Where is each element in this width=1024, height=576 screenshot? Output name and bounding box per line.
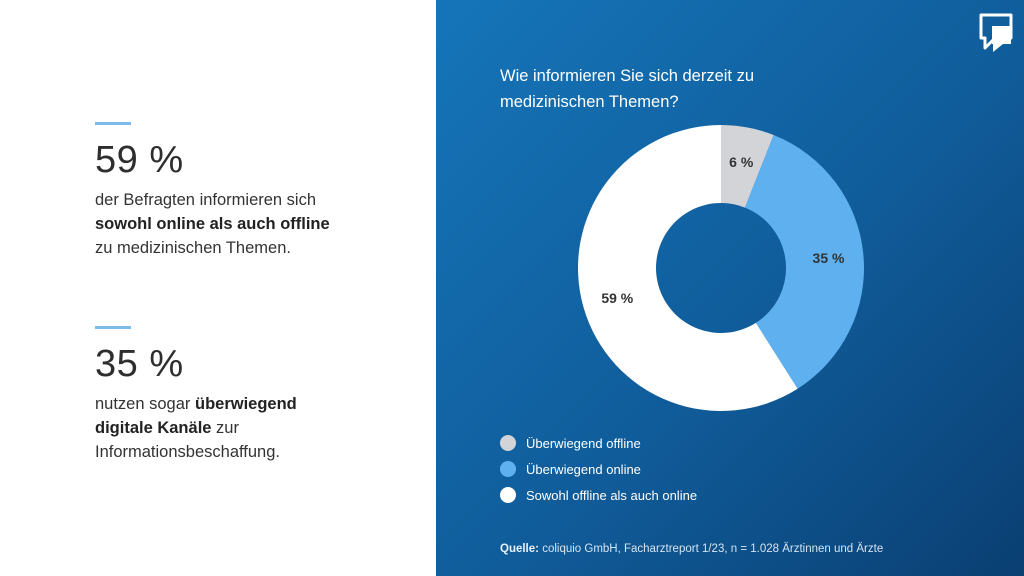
- legend-label: Überwiegend offline: [526, 435, 641, 451]
- source-text: coliquio GmbH, Facharztreport 1/23, n = …: [542, 543, 884, 555]
- stat-desc-text: nutzen sogar: [95, 395, 191, 413]
- slice-label: 35 %: [813, 250, 845, 266]
- accent-line: [95, 122, 131, 125]
- stat-desc-text: der Befragten informieren sich: [95, 191, 317, 209]
- stat-block-2: 35 % nutzen sogar überwiegend digitale K…: [95, 326, 325, 464]
- slice-label: 59 %: [601, 290, 633, 306]
- donut-slice: [744, 135, 864, 389]
- legend-item: Überwiegend online: [500, 456, 697, 482]
- donut-chart: 6 % 35 % 59 %: [578, 124, 864, 411]
- stat-desc-text: zu medizinischen Themen.: [95, 239, 291, 257]
- donut-slice: [578, 124, 798, 411]
- legend-swatch: [500, 487, 516, 503]
- legend-item: Sowohl offline als auch online: [500, 482, 697, 508]
- left-panel: 59 % der Befragten informieren sich sowo…: [0, 0, 436, 576]
- stat-value: 35 %: [95, 343, 184, 385]
- stat-value: 59 %: [95, 139, 184, 181]
- chart-legend: Überwiegend offline Überwiegend online Sow…: [500, 430, 697, 508]
- legend-swatch: [500, 461, 516, 477]
- stat-block-1: 59 % der Befragten informieren sich sowo…: [95, 122, 330, 260]
- stat-description: nutzen sogar überwiegend digitale Kanäle…: [95, 392, 325, 464]
- chart-panel: Wie informieren Sie sich derzeit zu medi…: [436, 0, 1024, 576]
- chart-title: Wie informieren Sie sich derzeit zu medi…: [500, 67, 755, 111]
- legend-label: Sowohl offline als auch online: [526, 487, 698, 503]
- legend-label: Überwiegend online: [526, 461, 641, 477]
- stat-description: der Befragten informieren sich sowohl on…: [95, 188, 330, 260]
- donut-slice: [721, 125, 774, 208]
- speech-bubble-logo-icon: [979, 13, 1013, 52]
- stat-desc-bold: überwiegend digitale Kanäle: [95, 395, 297, 437]
- source-label: Quelle:: [500, 543, 539, 555]
- slice-label: 6 %: [729, 154, 754, 170]
- source-note: Quelle: coliquio GmbH, Facharztreport 1/…: [500, 543, 883, 555]
- legend-item: Überwiegend offline: [500, 430, 697, 456]
- accent-line: [95, 326, 131, 329]
- stat-desc-text: zur Informationsbeschaffung.: [95, 419, 280, 461]
- legend-swatch: [500, 435, 516, 451]
- stat-desc-bold: sowohl online als auch offline: [95, 215, 330, 233]
